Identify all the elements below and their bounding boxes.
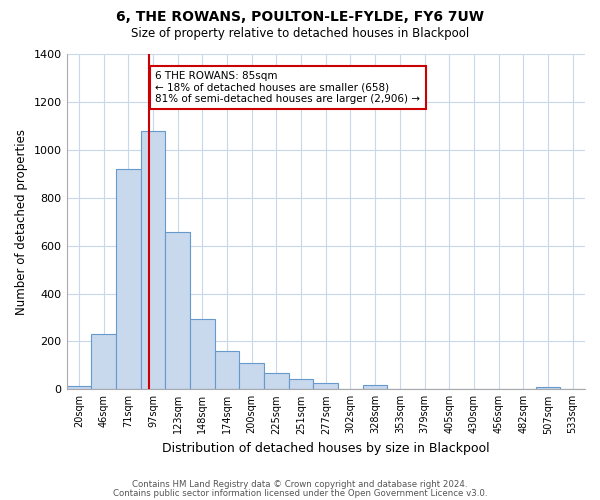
X-axis label: Distribution of detached houses by size in Blackpool: Distribution of detached houses by size … — [162, 442, 490, 455]
Bar — [140, 130, 165, 390]
Bar — [190, 318, 215, 390]
Bar — [116, 169, 140, 390]
Bar — [264, 372, 289, 390]
Y-axis label: Number of detached properties: Number of detached properties — [15, 128, 28, 314]
Bar — [165, 232, 190, 390]
Bar — [363, 384, 388, 390]
Bar — [313, 384, 338, 390]
Bar — [91, 334, 116, 390]
Bar — [536, 387, 560, 390]
Bar — [239, 363, 264, 390]
Bar — [67, 386, 91, 390]
Bar — [289, 379, 313, 390]
Text: Contains public sector information licensed under the Open Government Licence v3: Contains public sector information licen… — [113, 489, 487, 498]
Bar — [215, 351, 239, 390]
Text: Size of property relative to detached houses in Blackpool: Size of property relative to detached ho… — [131, 28, 469, 40]
Text: Contains HM Land Registry data © Crown copyright and database right 2024.: Contains HM Land Registry data © Crown c… — [132, 480, 468, 489]
Text: 6, THE ROWANS, POULTON-LE-FYLDE, FY6 7UW: 6, THE ROWANS, POULTON-LE-FYLDE, FY6 7UW — [116, 10, 484, 24]
Text: 6 THE ROWANS: 85sqm
← 18% of detached houses are smaller (658)
81% of semi-detac: 6 THE ROWANS: 85sqm ← 18% of detached ho… — [155, 71, 421, 104]
